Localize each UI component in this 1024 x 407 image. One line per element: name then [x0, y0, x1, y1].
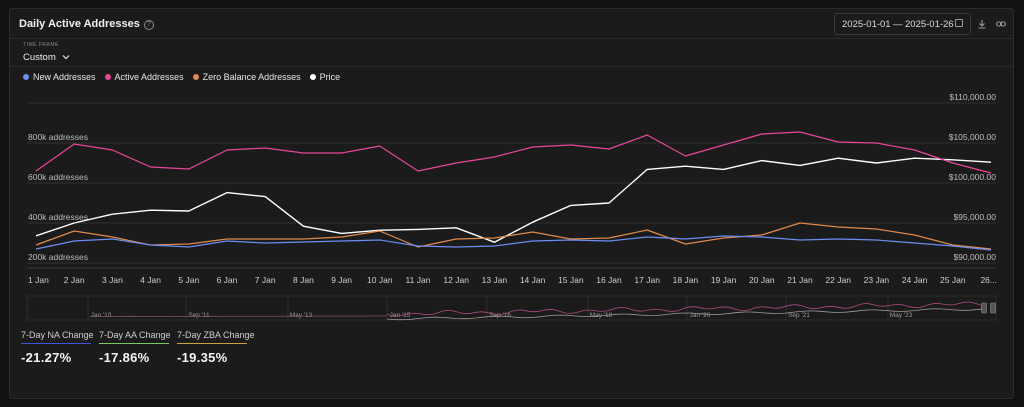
- legend-dot: [309, 74, 316, 80]
- calendar-icon[interactable]: [955, 19, 963, 27]
- legend-label: Zero Balance Addresses: [202, 72, 301, 82]
- time-frame-row: TIME FRAME Custom: [10, 39, 1013, 67]
- legend-label: New Addresses: [33, 72, 96, 82]
- chart-title-text: Daily Active Addresses: [19, 18, 140, 30]
- panel-header: Daily Active Addresses? 2025-01-01 — 202…: [10, 9, 1013, 39]
- time-frame-value[interactable]: Custom: [23, 52, 56, 63]
- date-separator: —: [893, 19, 903, 30]
- date-range-picker[interactable]: 2025-01-01 — 2025-01-26: [834, 13, 971, 35]
- stat-zba-value: -19.35%: [177, 350, 228, 365]
- chart-legend: New Addresses Active Addresses Zero Balanc…: [23, 72, 349, 82]
- stat-na-bar: [21, 343, 91, 344]
- help-icon[interactable]: ?: [143, 20, 154, 30]
- legend-item-0[interactable]: New Addresses: [23, 72, 96, 82]
- stat-aa-label: 7-Day AA Change: [99, 330, 171, 340]
- download-icon[interactable]: [976, 18, 988, 30]
- chart-title: Daily Active Addresses?: [19, 18, 154, 30]
- legend-item-3[interactable]: Price: [309, 72, 341, 82]
- stat-aa-bar: [99, 343, 169, 344]
- legend-dot: [23, 74, 29, 80]
- stat-aa-value: -17.86%: [99, 350, 150, 365]
- stat-na: 7-Day NA Change -21.27%: [21, 330, 94, 365]
- legend-label: Price: [319, 72, 341, 82]
- legend-item-2[interactable]: Zero Balance Addresses: [192, 72, 301, 82]
- legend-item-1[interactable]: Active Addresses: [104, 72, 184, 82]
- stat-zba-bar: [177, 343, 247, 344]
- time-frame-select[interactable]: Custom: [23, 52, 70, 63]
- stat-na-label: 7-Day NA Change: [21, 330, 94, 340]
- stat-zba-label: 7-Day ZBA Change: [177, 330, 255, 340]
- legend-label: Active Addresses: [114, 72, 184, 82]
- chevron-down-icon[interactable]: [62, 54, 70, 60]
- legend-dot: [104, 74, 111, 80]
- date-end[interactable]: 2025-01-26: [905, 19, 954, 30]
- link-icon[interactable]: [995, 18, 1007, 30]
- stat-na-value: -21.27%: [21, 350, 72, 365]
- stat-aa: 7-Day AA Change -17.86%: [99, 330, 171, 365]
- date-start[interactable]: 2025-01-01: [842, 19, 891, 30]
- legend-dot: [192, 74, 199, 80]
- stat-zba: 7-Day ZBA Change -19.35%: [177, 330, 255, 365]
- time-frame-label: TIME FRAME: [23, 42, 59, 48]
